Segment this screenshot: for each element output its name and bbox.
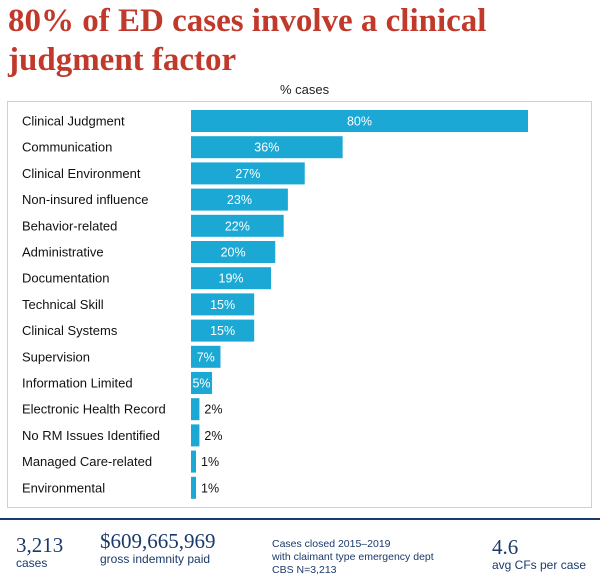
data-label: 20%	[221, 246, 246, 260]
bar	[191, 293, 255, 316]
cases-value: 3,213	[16, 533, 64, 557]
data-label: 27%	[235, 167, 260, 181]
data-label: 15%	[210, 324, 235, 338]
cf-label: avg CFs per case	[492, 558, 587, 572]
bar	[191, 136, 343, 159]
data-label: 2%	[204, 403, 222, 417]
chart-title: 80% of ED cases involve a clinical judgm…	[8, 3, 487, 78]
bar	[191, 110, 528, 132]
bar	[191, 345, 221, 368]
category-label: Environmental	[22, 480, 105, 495]
data-label: 5%	[192, 377, 210, 391]
bar	[191, 162, 305, 185]
category-label: Clinical Environment	[22, 166, 141, 181]
category-label: Electronic Health Record	[22, 402, 166, 417]
note-line-3: CBS N=3,213	[272, 564, 337, 576]
data-label: 1%	[201, 481, 219, 495]
case-note: Cases closed 2015–2019 with claimant typ…	[272, 538, 434, 577]
category-label: Non-insured influence	[22, 192, 148, 207]
category-label: Supervision	[22, 349, 90, 364]
indemnity-value: $609,665,969	[100, 529, 216, 553]
data-label: 15%	[210, 298, 235, 312]
bar	[191, 476, 196, 499]
chart-panel: Clinical Judgment 80% Communication 36% Clin…	[7, 101, 592, 508]
bar	[191, 267, 272, 290]
bar	[191, 424, 200, 447]
data-label: 19%	[219, 272, 244, 286]
note-line-2: with claimant type emergency dept	[272, 551, 434, 563]
category-label: Technical Skill	[22, 297, 104, 312]
category-label: Clinical Systems	[22, 323, 118, 338]
bar	[191, 188, 288, 211]
bar-chart: Clinical Judgment 80% Communication 36% Clin…	[22, 110, 528, 499]
data-label: 23%	[227, 193, 252, 207]
indemnity-stat: $609,665,969 gross indemnity paid	[100, 530, 216, 566]
bar	[191, 319, 255, 342]
data-label: 2%	[204, 429, 222, 443]
chart-subtitle: % cases	[280, 82, 330, 97]
category-label: Managed Care-related	[22, 454, 152, 469]
data-label: 1%	[201, 455, 219, 469]
category-label: Communication	[22, 140, 112, 155]
data-label: 80%	[347, 115, 372, 129]
category-label: Administrative	[22, 245, 104, 260]
cf-stat: 4.6 avg CFs per case	[492, 536, 586, 572]
cases-label: cases	[16, 556, 48, 570]
category-label: Documentation	[22, 271, 109, 286]
note-line-1: Cases closed 2015–2019	[272, 538, 391, 550]
cf-value: 4.6	[492, 535, 519, 559]
category-label: No RM Issues Identified	[22, 428, 160, 443]
category-label: Behavior-related	[22, 218, 117, 233]
category-label: Clinical Judgment	[22, 114, 125, 129]
cases-stat: 3,213 cases	[16, 534, 63, 570]
data-label: 7%	[197, 350, 215, 364]
indemnity-label: gross indemnity paid	[100, 552, 211, 566]
bar	[191, 450, 196, 473]
category-label: Information Limited	[22, 376, 133, 391]
data-label: 36%	[254, 141, 279, 155]
bar	[191, 241, 276, 263]
footer-divider	[0, 518, 600, 520]
bar	[191, 398, 200, 421]
bar	[191, 214, 284, 237]
data-label: 22%	[225, 219, 250, 233]
bar	[191, 372, 213, 394]
